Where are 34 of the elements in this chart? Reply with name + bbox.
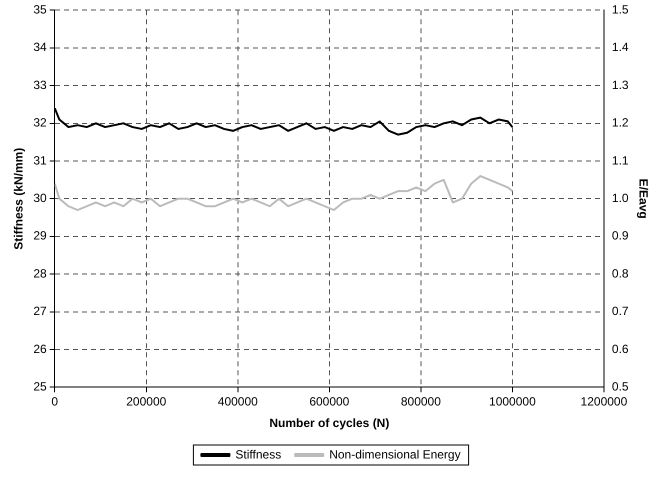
y-tick-label: 32 [33,116,48,130]
y2-tick-label: 1.4 [612,40,629,54]
x-tick-label: 1200000 [580,394,628,409]
y2-tick-label: 1.3 [612,78,629,92]
y-tick-label: 25 [33,380,48,394]
y2-tick-label: 1.1 [612,153,629,168]
x-tick-label: 200000 [126,394,167,409]
x-tick-label: 1000000 [489,394,536,409]
y-tick-label: 26 [33,342,48,356]
y2-axis-title: E/Eavg [636,178,650,219]
y-tick-label: 31 [33,153,48,168]
y-tick-label: 35 [33,2,48,17]
x-tick-label: 400000 [218,394,258,409]
legend-label: Non-dimensional Energy [329,447,461,462]
y-tick-label: 34 [33,40,48,54]
x-tick-label: 0 [51,394,58,409]
y2-tick-label: 0.5 [612,380,629,394]
y2-tick-label: 0.9 [612,228,629,243]
legend-label: Stiffness [235,447,282,462]
y-tick-label: 27 [33,304,48,318]
y2-tick-label: 0.7 [612,304,629,318]
y2-tick-label: 1.0 [612,191,629,206]
y2-tick-label: 0.8 [612,266,629,280]
y-tick-label: 30 [33,191,48,206]
y-axis-title: Stiffness (kN/mm) [12,148,26,250]
y-tick-label: 29 [33,228,48,243]
x-tick-label: 800000 [400,394,442,409]
y2-tick-label: 1.5 [612,2,629,17]
y2-tick-label: 1.2 [612,116,629,130]
x-tick-label: 600000 [309,394,350,409]
y-tick-label: 33 [33,78,48,92]
y-tick-label: 28 [33,266,48,280]
y2-tick-label: 0.6 [612,342,629,356]
x-axis-title: Number of cycles (N) [269,416,390,430]
